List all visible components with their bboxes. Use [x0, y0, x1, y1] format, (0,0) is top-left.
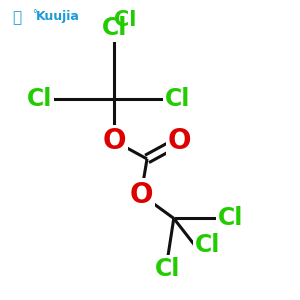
Text: °: °	[32, 9, 37, 19]
Text: Cl: Cl	[218, 206, 244, 230]
Text: Cl: Cl	[26, 88, 52, 112]
Text: Cl: Cl	[102, 16, 127, 40]
Text: Ⓚ: Ⓚ	[12, 10, 21, 25]
Text: Cl: Cl	[155, 257, 181, 281]
Text: Cl: Cl	[165, 88, 190, 112]
Text: O: O	[129, 181, 153, 208]
Text: Cl: Cl	[114, 10, 137, 30]
Text: O: O	[168, 127, 191, 155]
Text: Cl: Cl	[195, 233, 220, 257]
Text: Kuujia: Kuujia	[36, 10, 80, 23]
Text: O: O	[103, 127, 126, 155]
